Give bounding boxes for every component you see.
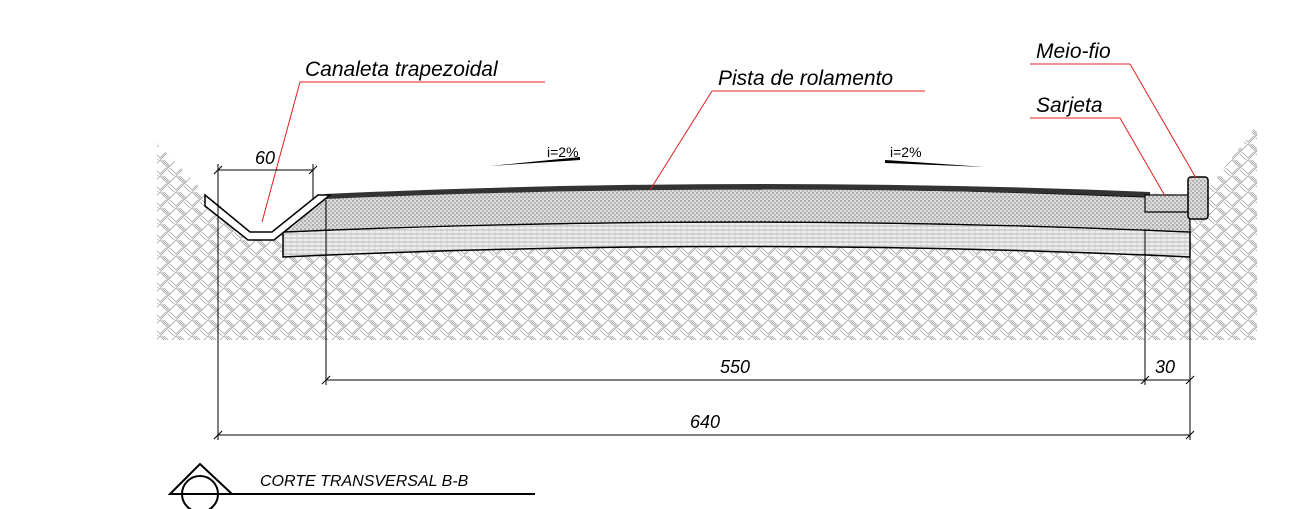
slope-label: i=2% xyxy=(890,144,922,160)
dimension: 640 xyxy=(690,412,720,432)
slope-label: i=2% xyxy=(547,144,579,160)
leader xyxy=(1030,64,1196,178)
dimension: 30 xyxy=(1155,357,1175,377)
label: Pista de rolamento xyxy=(718,67,893,90)
leader xyxy=(650,91,925,190)
leader xyxy=(1030,118,1165,196)
label: Canaleta trapezoidal xyxy=(305,58,499,81)
label: Sarjeta xyxy=(1036,94,1103,117)
label: Meio-fio xyxy=(1036,40,1111,63)
dimension: 550 xyxy=(720,357,750,377)
gutter xyxy=(1145,195,1189,212)
slope-arrow-right xyxy=(885,160,985,167)
curb xyxy=(1188,177,1208,219)
cross-section-drawing: i=2% i=2% Canaleta trapezoidal Pista de … xyxy=(0,0,1303,509)
section-symbol xyxy=(182,476,218,509)
dimension: 60 xyxy=(255,148,275,168)
section-title: CORTE TRANSVERSAL B-B xyxy=(260,473,469,490)
